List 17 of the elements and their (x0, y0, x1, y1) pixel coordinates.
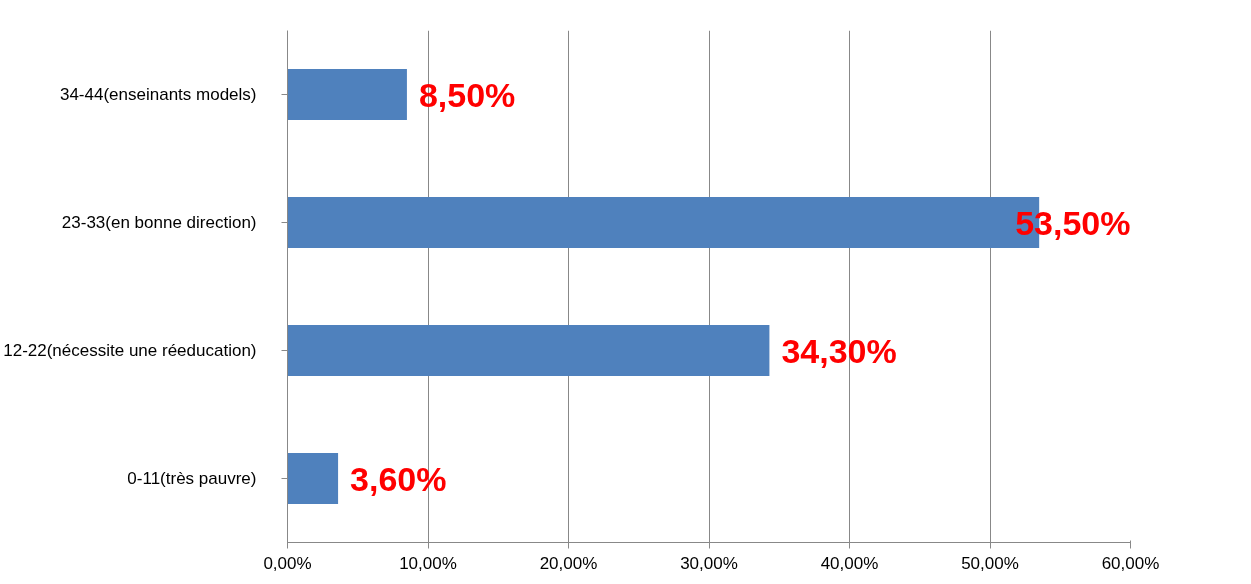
bar (287, 452, 339, 505)
bar (287, 68, 407, 121)
y-tick-label: 23-33(en bonne direction) (61, 213, 257, 232)
data-label: 3,60% (350, 459, 447, 498)
x-tick-label: 50,00% (961, 553, 1019, 573)
x-tick-label: 60,00% (1101, 553, 1160, 573)
x-tick-label: 30,00% (680, 553, 738, 573)
x-tick-label: 10,00% (399, 553, 457, 573)
y-tick-label: 0-11(très pauvre) (127, 469, 257, 488)
x-tick-label: 40,00% (820, 553, 879, 573)
y-tick-label: 12-22(nécessite une réeducation) (3, 341, 257, 360)
x-tick-label: 0,00% (263, 553, 312, 573)
data-label: 8,50% (418, 75, 516, 114)
bar (287, 324, 770, 377)
data-label: 34,30% (781, 331, 897, 370)
y-tick-label: 34-44(enseinants models) (59, 85, 257, 104)
x-tick-label: 20,00% (539, 553, 598, 573)
